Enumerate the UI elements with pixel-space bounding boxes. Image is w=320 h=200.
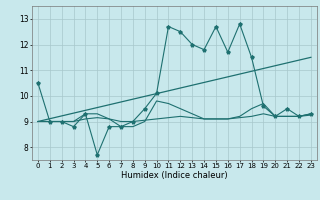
X-axis label: Humidex (Indice chaleur): Humidex (Indice chaleur) xyxy=(121,171,228,180)
